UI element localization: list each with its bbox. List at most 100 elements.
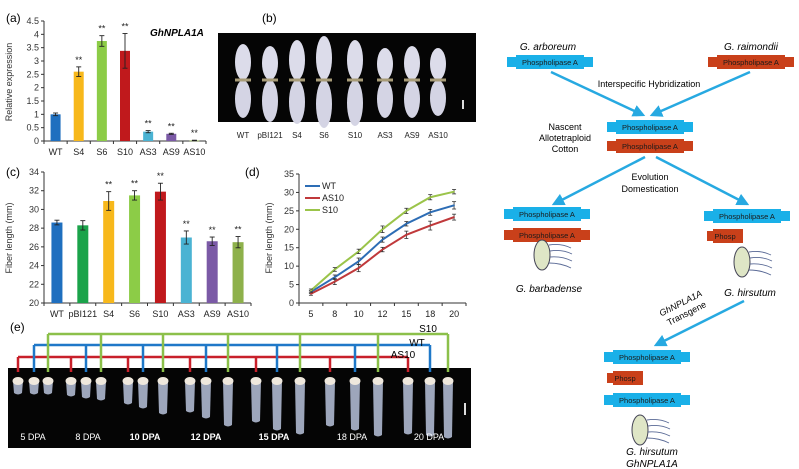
gene-body-inner [513,228,581,242]
data-point [429,196,432,199]
gene-label: Phospholipase A [522,58,578,67]
gene-raimondii: Phospholipase A [708,55,794,69]
scale-bar [462,100,464,109]
gene-nascent-d: Phospholipase A [607,139,693,153]
fiber-tuft [316,36,332,80]
x-tick-label: S6 [96,147,107,157]
bracket-label-s10: S10 [419,324,437,335]
bar [232,242,244,303]
bar [154,191,166,303]
ovule-head [402,377,414,385]
gene-label: Phospholipase A [619,353,675,362]
ovule-head [28,377,40,385]
y-tick-label: 1 [34,109,39,119]
fiber-tuft [235,44,251,80]
label-nascent-3: Cotton [552,144,579,154]
seed-band [235,78,251,82]
x-tick-label: 5 [308,309,313,319]
fiber-tuft [262,80,278,122]
ovule-head [424,377,436,385]
seed-band [404,78,420,82]
bracket-label-as10: AS10 [391,350,416,361]
x-tick-label: 15 [401,309,411,319]
photo-b-label: pBI121 [257,131,283,140]
gene-barbadense-d: Phospholipase A [504,228,590,242]
x-tick-label: AS3 [140,147,157,157]
label-domestication: Domestication [621,184,678,194]
x-tick-label: AS10 [227,309,249,319]
bar [77,225,89,303]
species-final-2: GhNPLA1A [626,459,678,469]
x-tick-label: AS3 [178,309,195,319]
data-point [405,210,408,212]
ovule [295,378,305,435]
dpa-label: 15 DPA [259,432,290,442]
panel-label-a: (a) [6,11,21,25]
species-g-arboreum: G. arboreum [520,42,576,53]
arrow-hybrid-left [550,70,646,117]
gene-body-inner [516,55,584,69]
y-tick-label: 2.5 [26,69,39,79]
ovule [185,378,195,413]
species-g-hirsutum: G. hirsutum [724,288,776,299]
fiber-tuft [377,80,393,118]
chart-a-title: GhNPLA1A [150,28,204,39]
data-point [357,260,360,263]
bar [73,71,84,141]
fiber-tuft [316,80,332,128]
y-tick-label: 26 [29,242,39,252]
bar [103,201,115,303]
significance-mark: ** [105,180,113,190]
seed-icon-transgenic [631,414,671,446]
gene-hirsutum-d-truncated: Phosp [707,229,743,243]
legend-label: WT [322,181,336,191]
gene-label: Phospholipase A [719,212,775,221]
y-tick-label: 22 [29,279,39,289]
x-tick-label: 20 [449,309,459,319]
x-tick-label: S10 [117,147,133,157]
dpa-label: 8 DPA [75,432,100,442]
fiber-tuft [262,46,278,80]
bar [129,195,141,303]
data-point [310,292,312,295]
species-final-1: G. hirsutum [626,447,678,458]
bracket-label-wt: WT [409,338,425,349]
gene-body-inner [713,209,781,223]
significance-mark: ** [168,121,176,131]
seed-icon-barbadense [533,239,573,271]
seed-band [289,78,305,82]
gene-label: Phospholipase A [519,231,575,240]
seed-band [347,78,363,82]
ovule [272,378,282,431]
chart-c-ylabel: Fiber length (mm) [4,202,14,273]
y-tick-label: 3 [34,56,39,66]
data-point [333,280,336,283]
photo-b-label: S6 [319,131,329,140]
fiber-tuft [235,80,251,118]
y-tick-label: 30 [29,204,39,214]
ovule-head [324,377,336,385]
seed-icon-hirsutum [733,246,773,278]
ovule-head [157,377,169,385]
arrow-evo-right [655,155,750,206]
gene-body-inner [717,55,785,69]
gene-body-inner [616,120,684,134]
data-point [381,248,384,251]
seed-band [377,78,393,82]
bar [180,237,192,303]
x-tick-label: 8 [332,309,337,319]
x-tick-label: S6 [129,309,140,319]
significance-mark: ** [191,128,199,138]
y-tick-label: 20 [29,298,39,308]
x-tick-label: AS9 [204,309,221,319]
significance-mark: ** [183,219,191,229]
y-tick-label: 3.5 [26,43,39,53]
y-tick-label: 32 [29,186,39,196]
ovule-head [12,377,24,385]
gene-hirsutum-a: Phospholipase A [704,209,790,223]
data-point [405,234,408,236]
x-tick-label: pBI121 [69,309,98,319]
y-tick-label: 30 [284,187,294,197]
y-tick-label: 34 [29,167,39,177]
y-tick-label: 1.5 [26,96,39,106]
